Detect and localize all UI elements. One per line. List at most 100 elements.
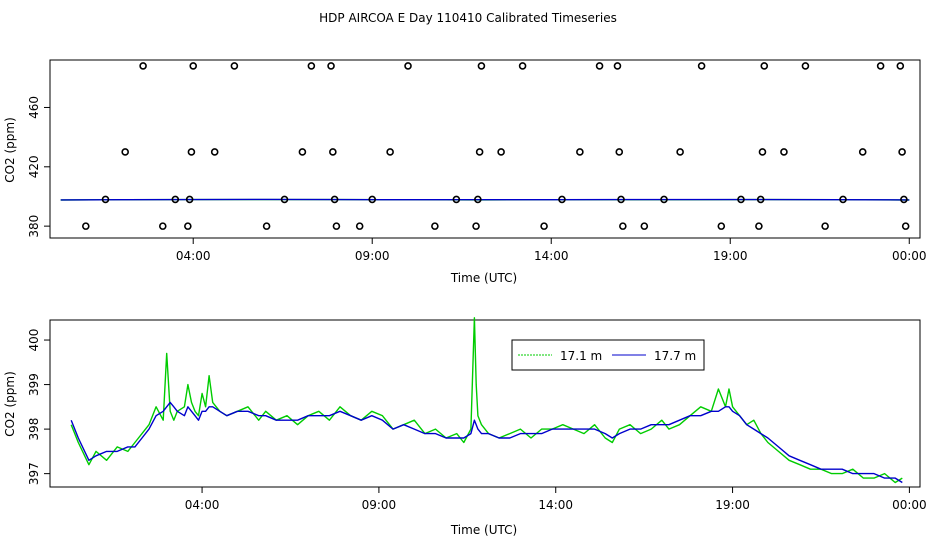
top-data-point	[355, 222, 364, 230]
top-data-point	[477, 62, 486, 70]
top-data-point	[327, 62, 335, 70]
top-data-point	[230, 62, 239, 70]
top-data-point	[858, 148, 867, 156]
bottom-plot-frame	[49, 319, 921, 488]
top-points	[82, 62, 910, 230]
top-data-point	[896, 62, 905, 70]
top-data-point	[330, 195, 339, 204]
top-x-tick-label: 04:00	[176, 249, 211, 263]
top-data-point	[82, 222, 90, 230]
top-data-point	[576, 148, 584, 156]
bottom-x-label: Time (UTC)	[450, 523, 517, 537]
bottom-chart: 04:00 09:00 14:00 19:00 00:00 397 398 399 400 1…	[3, 317, 927, 537]
top-data-point	[898, 148, 906, 156]
legend-label-17-7m: 17.7 m	[654, 349, 696, 363]
top-data-point	[676, 148, 684, 156]
legend-label-17-1m: 17.1 m	[560, 349, 602, 363]
top-data-point	[821, 222, 829, 230]
top-data-point	[298, 148, 307, 156]
bottom-x-tick-label: 19:00	[715, 498, 750, 512]
top-data-point	[540, 222, 548, 230]
top-data-point	[139, 62, 147, 70]
top-data-point	[760, 62, 769, 70]
top-data-point	[431, 222, 439, 230]
top-data-point	[619, 222, 627, 230]
top-data-point	[262, 222, 271, 230]
bottom-x-axis: 04:00 09:00 14:00 19:00 00:00	[185, 487, 927, 512]
top-x-tick-label: 19:00	[713, 249, 748, 263]
top-data-point	[717, 222, 726, 230]
top-data-point	[497, 148, 505, 156]
top-data-point	[755, 222, 763, 230]
top-data-point	[758, 148, 767, 156]
top-data-point	[558, 195, 566, 204]
top-data-point	[901, 222, 910, 230]
top-data-point	[472, 222, 480, 230]
top-y-axis: 380 420 460	[27, 96, 50, 238]
top-data-point	[187, 148, 196, 156]
top-plot-frame	[49, 59, 921, 239]
bottom-y-tick-label: 397	[27, 462, 41, 485]
top-y-label: CO2 (ppm)	[3, 117, 17, 183]
top-data-point	[900, 195, 908, 204]
bottom-x-tick-label: 00:00	[892, 498, 927, 512]
top-chart: 04:00 09:00 14:00 19:00 00:00 380 420 460 Time…	[3, 59, 927, 285]
top-data-point	[595, 62, 604, 70]
top-data-point	[615, 148, 624, 156]
top-data-point	[801, 62, 810, 70]
figure-title: HDP AIRCOA E Day 110410 Calibrated Times…	[319, 11, 617, 25]
top-data-point	[660, 195, 668, 204]
top-data-point	[329, 148, 337, 156]
top-data-point	[404, 62, 412, 70]
bottom-y-tick-label: 398	[27, 418, 41, 441]
top-y-tick-label: 460	[27, 96, 41, 119]
top-data-point	[697, 62, 706, 70]
bottom-series-line-1	[70, 401, 903, 484]
top-data-point	[101, 195, 110, 204]
top-data-point	[185, 195, 194, 204]
bottom-y-axis: 397 398 399 400	[27, 329, 50, 485]
bottom-x-tick-label: 04:00	[185, 498, 220, 512]
legend: 17.1 m 17.7 m	[511, 339, 705, 371]
top-data-point	[452, 195, 461, 204]
top-data-point	[280, 195, 289, 204]
top-data-point	[617, 195, 625, 204]
top-x-label: Time (UTC)	[450, 271, 517, 285]
top-data-point	[189, 62, 198, 70]
top-data-point	[780, 148, 788, 156]
top-data-point	[839, 195, 847, 204]
top-data-point	[307, 62, 316, 70]
bottom-y-tick-label: 399	[27, 373, 41, 396]
top-data-point	[474, 195, 482, 204]
top-data-point	[876, 62, 885, 70]
top-data-point	[518, 62, 527, 70]
top-data-point	[158, 222, 167, 230]
top-data-point	[737, 195, 745, 204]
top-data-point	[121, 148, 129, 156]
top-data-point	[475, 148, 484, 156]
top-x-tick-label: 00:00	[892, 249, 927, 263]
top-data-point	[640, 222, 649, 230]
top-data-point	[184, 222, 192, 230]
top-data-point	[756, 195, 765, 204]
top-data-point	[210, 148, 219, 156]
top-x-axis: 04:00 09:00 14:00 19:00 00:00	[176, 238, 927, 263]
bottom-x-tick-label: 14:00	[538, 498, 573, 512]
top-data-point	[332, 222, 341, 230]
bottom-y-tick-label: 400	[27, 329, 41, 352]
top-data-point	[386, 148, 394, 156]
top-series-lines	[60, 198, 910, 201]
top-x-tick-label: 09:00	[355, 249, 390, 263]
bottom-y-label: CO2 (ppm)	[3, 371, 17, 437]
bottom-x-tick-label: 09:00	[362, 498, 397, 512]
top-data-point	[171, 195, 180, 204]
top-data-point	[368, 195, 377, 204]
bottom-series-lines	[70, 317, 903, 484]
top-data-point	[613, 62, 622, 70]
top-series-line-1	[60, 198, 910, 201]
bottom-series-line-0	[70, 317, 903, 484]
top-x-tick-label: 14:00	[534, 249, 569, 263]
top-y-tick-label: 380	[27, 215, 41, 238]
top-y-tick-label: 420	[27, 155, 41, 178]
